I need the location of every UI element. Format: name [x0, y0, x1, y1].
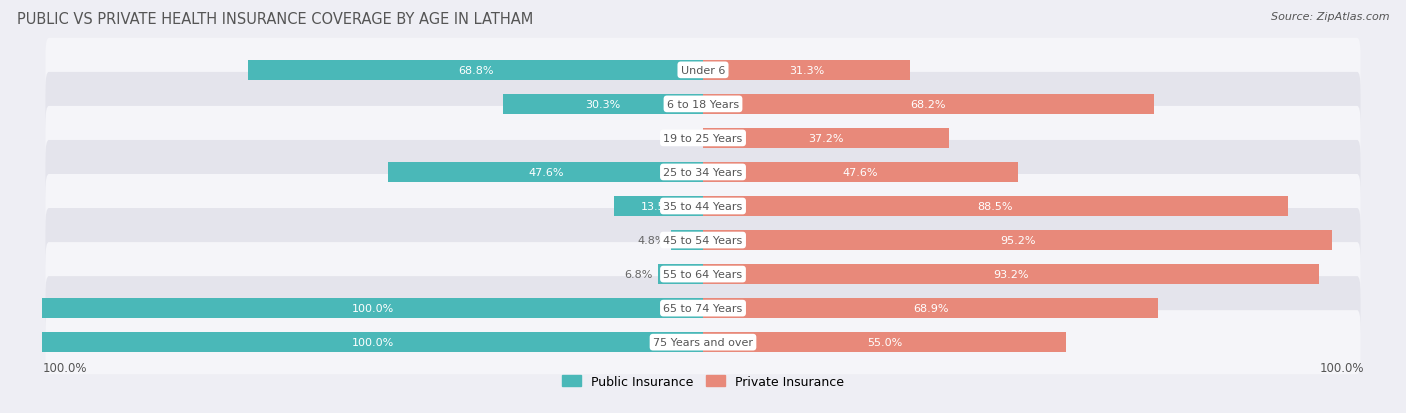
Text: 100.0%: 100.0%: [42, 361, 87, 374]
Text: 37.2%: 37.2%: [808, 133, 844, 144]
Text: 65 to 74 Years: 65 to 74 Years: [664, 304, 742, 313]
Bar: [703, 332, 1066, 352]
Text: 68.2%: 68.2%: [911, 100, 946, 109]
Bar: [42, 299, 703, 318]
Bar: [658, 265, 703, 284]
Text: 0.0%: 0.0%: [665, 133, 693, 144]
Bar: [703, 265, 1319, 284]
Text: 30.3%: 30.3%: [585, 100, 620, 109]
Bar: [42, 332, 703, 352]
Text: 35 to 44 Years: 35 to 44 Years: [664, 202, 742, 211]
Text: 19 to 25 Years: 19 to 25 Years: [664, 133, 742, 144]
Legend: Public Insurance, Private Insurance: Public Insurance, Private Insurance: [557, 370, 849, 393]
FancyBboxPatch shape: [45, 39, 1361, 102]
FancyBboxPatch shape: [45, 140, 1361, 204]
FancyBboxPatch shape: [45, 73, 1361, 137]
Bar: [388, 163, 703, 183]
Bar: [703, 230, 1331, 250]
FancyBboxPatch shape: [45, 311, 1361, 374]
Text: 88.5%: 88.5%: [977, 202, 1014, 211]
FancyBboxPatch shape: [45, 276, 1361, 340]
Text: 47.6%: 47.6%: [529, 168, 564, 178]
FancyBboxPatch shape: [45, 242, 1361, 306]
FancyBboxPatch shape: [45, 175, 1361, 238]
Text: 68.9%: 68.9%: [912, 304, 949, 313]
Text: 75 Years and over: 75 Years and over: [652, 337, 754, 347]
Text: 4.8%: 4.8%: [637, 235, 666, 245]
Text: 68.8%: 68.8%: [458, 66, 494, 76]
Text: 100.0%: 100.0%: [1319, 361, 1364, 374]
Bar: [703, 61, 910, 81]
Bar: [703, 163, 1018, 183]
Text: 25 to 34 Years: 25 to 34 Years: [664, 168, 742, 178]
Text: 6 to 18 Years: 6 to 18 Years: [666, 100, 740, 109]
Bar: [703, 299, 1159, 318]
Text: PUBLIC VS PRIVATE HEALTH INSURANCE COVERAGE BY AGE IN LATHAM: PUBLIC VS PRIVATE HEALTH INSURANCE COVER…: [17, 12, 533, 27]
Bar: [671, 230, 703, 250]
Text: 13.5%: 13.5%: [641, 202, 676, 211]
Text: 31.3%: 31.3%: [789, 66, 824, 76]
Bar: [249, 61, 703, 81]
Text: Source: ZipAtlas.com: Source: ZipAtlas.com: [1271, 12, 1389, 22]
Text: 100.0%: 100.0%: [352, 304, 394, 313]
Text: 95.2%: 95.2%: [1000, 235, 1035, 245]
FancyBboxPatch shape: [45, 107, 1361, 171]
Bar: [614, 197, 703, 216]
Text: 100.0%: 100.0%: [352, 337, 394, 347]
Text: 45 to 54 Years: 45 to 54 Years: [664, 235, 742, 245]
Text: Under 6: Under 6: [681, 66, 725, 76]
Text: 6.8%: 6.8%: [624, 269, 652, 280]
Bar: [703, 197, 1288, 216]
Bar: [503, 95, 703, 114]
Text: 93.2%: 93.2%: [993, 269, 1029, 280]
FancyBboxPatch shape: [45, 209, 1361, 273]
Text: 55.0%: 55.0%: [868, 337, 903, 347]
Bar: [703, 95, 1154, 114]
Bar: [703, 129, 949, 148]
Text: 47.6%: 47.6%: [842, 168, 877, 178]
Text: 55 to 64 Years: 55 to 64 Years: [664, 269, 742, 280]
